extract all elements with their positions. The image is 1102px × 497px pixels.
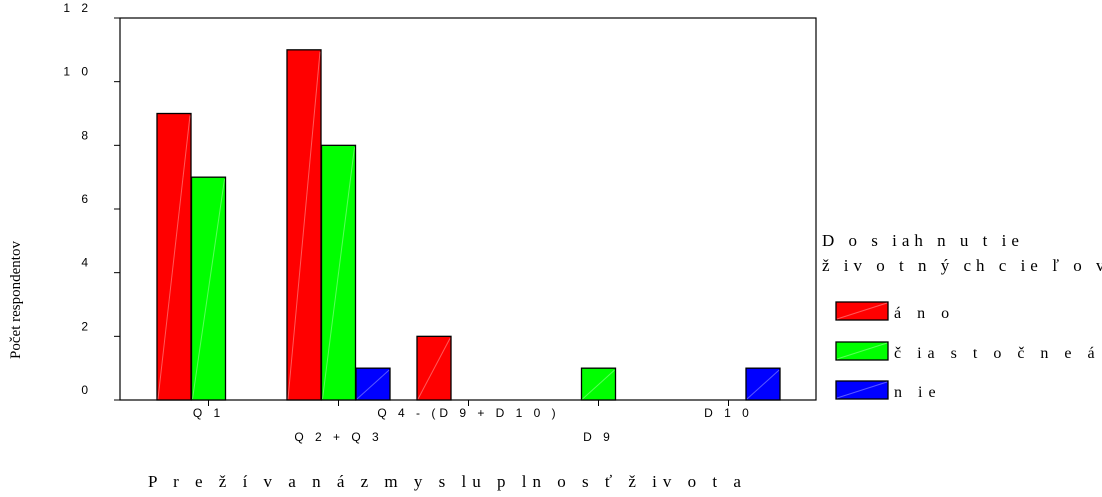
y-tick-label: 1 0 <box>63 65 92 79</box>
bar <box>156 112 192 401</box>
legend-label: č ia s t o č n e á n o <box>894 345 1102 362</box>
legend-swatch-sheen <box>836 342 888 360</box>
x-axis-ticks: Q 1 Q 2 + Q 3 Q 4 - (D 9 + D 1 0 ) D 9 D 1 0 <box>193 400 753 444</box>
y-tick-label: 8 <box>81 128 92 142</box>
bar <box>190 176 227 401</box>
y-tick-label: 0 <box>81 383 92 397</box>
y-tick-label: 4 <box>81 256 92 270</box>
x-tick-label: Q 1 <box>193 406 224 420</box>
legend-swatch <box>835 301 889 321</box>
bar <box>745 367 781 401</box>
bar-sheen <box>322 147 355 400</box>
bar-sheen <box>417 338 451 400</box>
bar-sheen <box>356 369 390 400</box>
y-tick-label: 1 2 <box>63 1 92 15</box>
legend-label: n ie <box>894 384 942 401</box>
x-tick-label: D 1 0 <box>704 406 753 420</box>
legend-title: D o s iah n u t ie <box>822 231 1024 250</box>
y-axis-label: Počet respondentov <box>8 241 24 359</box>
bar-sheen <box>287 51 321 400</box>
legend-swatch <box>835 341 889 361</box>
bar-sheen <box>582 369 615 400</box>
bar <box>416 335 452 401</box>
legend-swatch <box>835 380 889 400</box>
legend: D o s iah n u t ie ž iv o t n ý ch c ie ľ… <box>822 231 1102 401</box>
bar <box>355 367 391 401</box>
bar-sheen <box>157 115 191 400</box>
y-axis-ticks: 0 2 4 6 8 1 0 1 2 <box>63 1 120 401</box>
bars <box>156 49 781 401</box>
legend-title: ž iv o t n ý ch c ie ľ o v <box>822 256 1102 275</box>
legend-swatch-sheen <box>836 381 888 399</box>
legend-label: á n o <box>894 305 955 322</box>
x-tick-label: Q 2 + Q 3 <box>294 430 382 444</box>
legend-swatch-sheen <box>836 302 888 320</box>
y-tick-label: 6 <box>81 192 92 206</box>
bar-sheen <box>746 369 780 400</box>
x-tick-label: D 9 <box>583 430 614 444</box>
x-tick-label: Q 4 - (D 9 + D 1 0 ) <box>377 406 559 420</box>
bar-sheen <box>192 179 225 400</box>
y-tick-label: 2 <box>81 319 92 333</box>
x-axis-label: P r e ž í v a n á z m y s lu p ln o s ť … <box>148 472 747 491</box>
bar <box>580 367 617 401</box>
